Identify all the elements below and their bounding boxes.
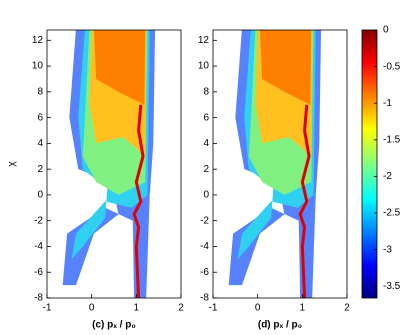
colorbar-tick-label: -3 [383, 244, 392, 255]
y-tick-label: 8 [37, 86, 43, 97]
y-tick-label: -8 [200, 293, 209, 304]
y-tick-label: 0 [37, 190, 43, 201]
colorbar-tick-label: -0.5 [383, 61, 401, 72]
x-tick-label: -1 [209, 303, 218, 314]
axes-frame [212, 29, 348, 299]
heat-image [63, 27, 155, 298]
y-tick-label: 0 [203, 190, 209, 201]
y-tick-label: -2 [34, 215, 43, 226]
colorbar-tick-label: -3.5 [383, 281, 401, 292]
heat-map [63, 27, 155, 298]
x-tick-label: 0 [255, 303, 261, 314]
x-tick-label: 2 [344, 303, 350, 314]
axes-frame [46, 29, 182, 299]
y-tick-label: -4 [34, 241, 43, 252]
y-tick-label: 4 [37, 138, 43, 149]
y-tick-label: 10 [198, 61, 210, 72]
x-tick-label: 1 [300, 303, 306, 314]
colorbar-tick-label: -2 [383, 171, 392, 182]
y-tick-label: -2 [200, 215, 209, 226]
y-tick-label: 6 [37, 112, 43, 123]
colorbar-tick-label: 0 [383, 25, 389, 36]
y-tick-label: -4 [200, 241, 209, 252]
colorbar [361, 29, 378, 299]
heat-image [229, 27, 321, 298]
y-tick-label: -8 [34, 293, 43, 304]
y-tick-label: 6 [203, 112, 209, 123]
y-tick-label: 10 [32, 61, 44, 72]
y-tick-label: 2 [203, 164, 209, 175]
colorbar-tick-label: -1 [383, 98, 392, 109]
y-tick-label: 8 [203, 86, 209, 97]
heat-map [229, 27, 321, 298]
y-tick-label: -6 [200, 267, 209, 278]
y-tick-label: 12 [32, 35, 44, 46]
y-tick-label: -6 [34, 267, 43, 278]
x-tick-label: 1 [134, 303, 140, 314]
x-axis-label: (d) pₓ / p₀ [258, 320, 302, 331]
y-tick-label: 12 [198, 35, 210, 46]
colorbar-tick-label: -1.5 [383, 134, 401, 145]
y-tick-label: 2 [37, 164, 43, 175]
colorbar-tick-label: -2.5 [383, 208, 401, 219]
x-axis-label: (c) pₓ / p₀ [92, 320, 136, 331]
x-tick-label: -1 [43, 303, 52, 314]
x-tick-label: 2 [178, 303, 184, 314]
y-tick-label: 4 [203, 138, 209, 149]
x-tick-label: 0 [89, 303, 95, 314]
y-axis-label: χ [7, 161, 18, 167]
